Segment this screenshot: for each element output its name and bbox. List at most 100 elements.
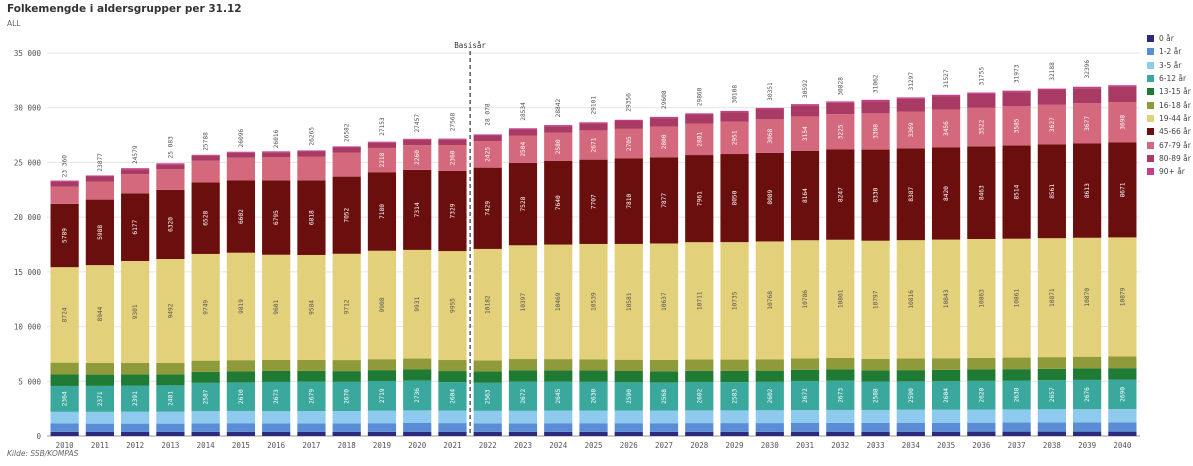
bar-segment: [544, 126, 573, 133]
bar-segment: [438, 145, 467, 171]
data-label: 8724: [62, 307, 69, 322]
bar-segment: [473, 135, 502, 142]
bar-segment: [826, 380, 855, 410]
bar-segment: [720, 359, 749, 371]
bar-segment: [508, 359, 538, 371]
legend-swatch: [1147, 114, 1154, 122]
legend-item[interactable]: 0 år: [1147, 32, 1191, 45]
bar-segment: [85, 411, 114, 424]
data-label: 6177: [132, 219, 139, 234]
data-label: 2679: [308, 389, 315, 404]
bar-segment: [156, 374, 185, 386]
bar-segment: [790, 150, 820, 241]
data-label: 2610: [238, 389, 245, 404]
bar-segment: [720, 242, 749, 360]
data-label: 2690: [1119, 387, 1126, 402]
x-tick-label: 2032: [831, 441, 849, 450]
bar-segment: [332, 431, 361, 436]
bar-segment: [790, 422, 820, 432]
bar-segment: [1037, 357, 1066, 369]
total-label: 29608: [661, 90, 668, 109]
bar-segment: [861, 149, 890, 241]
x-tick-label: 2021: [443, 441, 461, 450]
total-label: 26096: [238, 129, 245, 148]
bar-segment: [438, 431, 467, 436]
data-label: 7329: [449, 203, 456, 218]
bar-segment: [614, 120, 643, 129]
bar-segment: [1108, 379, 1137, 410]
bar-segment: [191, 371, 220, 383]
bar-segment: [896, 148, 925, 241]
data-label: 2620: [978, 387, 985, 402]
data-label: 10871: [1049, 288, 1056, 307]
y-tick-label: 15 000: [14, 268, 42, 277]
bar-segment: [1073, 422, 1102, 432]
bar-segment: [332, 253, 361, 361]
legend-swatch: [1147, 101, 1154, 109]
total-label: 26582: [344, 123, 351, 142]
bar-segment: [720, 370, 749, 383]
bar-segment: [1108, 356, 1137, 369]
data-label: 3456: [943, 121, 950, 136]
bar-segment: [121, 423, 150, 432]
bars: [50, 85, 1137, 436]
legend-item[interactable]: 16-18 år: [1147, 98, 1191, 111]
bar-segment: [1037, 88, 1066, 91]
bar-segment: [1037, 380, 1066, 410]
bar-segment: [967, 369, 996, 381]
legend-item[interactable]: 80-89 år: [1147, 152, 1191, 165]
bar-segment: [755, 241, 784, 360]
bar-segment: [720, 410, 749, 424]
bar-segment: [1108, 237, 1137, 357]
bar-segment: [1073, 86, 1102, 89]
legend-item[interactable]: 19-44 år: [1147, 112, 1191, 125]
bar-segment: [614, 243, 643, 360]
legend-item[interactable]: 6-12 år: [1147, 72, 1191, 85]
bar-segment: [191, 423, 220, 432]
bar-segment: [649, 431, 679, 436]
legend-item[interactable]: 90+ år: [1147, 165, 1191, 178]
data-label: 10768: [767, 291, 774, 310]
legend-label: 3-5 år: [1159, 60, 1182, 70]
legend-item[interactable]: 3-5 år: [1147, 59, 1191, 72]
bar-segment: [1073, 409, 1102, 423]
bar-segment: [790, 358, 820, 370]
bar-segment: [50, 374, 79, 386]
bar-segment: [614, 431, 643, 436]
bar-segment: [508, 245, 538, 360]
data-label: 2951: [732, 130, 739, 145]
data-label: 2218: [379, 152, 386, 167]
bar-segment: [1073, 379, 1102, 410]
data-label: 8944: [97, 306, 104, 321]
data-label: 9955: [449, 298, 456, 313]
data-label: 3677: [1084, 116, 1091, 131]
legend-label: 80-89 år: [1159, 153, 1191, 163]
bar-segment: [685, 155, 714, 243]
y-tick-label: 30 000: [14, 104, 42, 113]
total-label: 30108: [732, 85, 739, 104]
bar-segment: [403, 358, 432, 370]
bar-segment: [226, 360, 256, 372]
bar-segment: [579, 370, 608, 382]
bar-segment: [332, 423, 361, 432]
bar-segment: [156, 411, 185, 424]
data-label: 2504: [520, 141, 527, 156]
bar-segment: [896, 111, 925, 149]
data-label: 2736: [414, 388, 421, 403]
bar-segment: [1073, 103, 1102, 144]
legend-item[interactable]: 1-2 år: [1147, 45, 1191, 58]
x-tick-label: 2011: [91, 441, 109, 450]
bar-segment: [896, 370, 925, 382]
bar-segment: [1073, 356, 1102, 369]
bar-segment: [262, 431, 291, 436]
bar-segment: [790, 431, 820, 436]
bar-segment: [403, 431, 432, 436]
data-label: 2881: [696, 132, 703, 147]
legend-item[interactable]: 13-15 år: [1147, 85, 1191, 98]
x-tick-label: 2034: [902, 441, 921, 450]
data-label: 6818: [308, 210, 315, 225]
bar-segment: [685, 359, 714, 371]
legend-item[interactable]: 67-79 år: [1147, 138, 1191, 151]
data-label: 3068: [767, 128, 774, 143]
legend-item[interactable]: 45-66 år: [1147, 125, 1191, 138]
